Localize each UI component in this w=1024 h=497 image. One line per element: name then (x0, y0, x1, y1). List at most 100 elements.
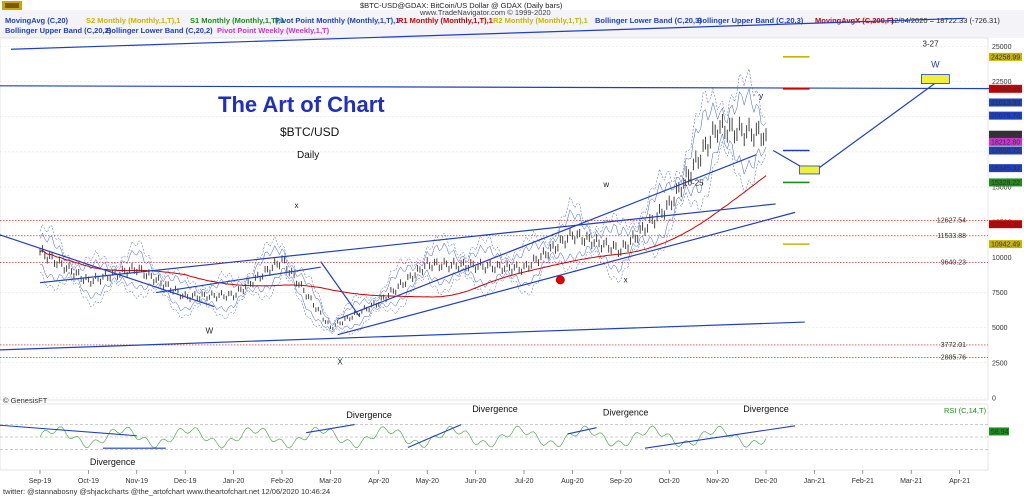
divergence-label: Divergence (743, 404, 789, 414)
x-tick-label: Mar-21 (900, 478, 922, 485)
price-labels: 24258.99 21986.45 21013.33 20079.73 18722.33… (989, 52, 1022, 249)
price-label-text: 21013.33 (991, 100, 1020, 107)
brand-symbol: $BTC/USD (280, 125, 340, 139)
brand-period: Daily (297, 150, 319, 161)
price-label-box (989, 137, 1022, 146)
y-tick-label: 15000 (992, 185, 1012, 192)
price-label-box (989, 130, 1022, 139)
x-tick-label: Nov-19 (126, 478, 149, 485)
y-tick-label: 2500 (992, 360, 1008, 367)
divergence-line (644, 425, 796, 449)
rsi-value-box (989, 427, 1009, 436)
x-tick-label: Sep-20 (610, 478, 633, 485)
legend: MovingAvg (C,20) S2 Monthly (Monthly,1,T)… (5, 16, 894, 35)
bollinger-upper (39, 87, 767, 326)
x-tick-label: Jan-21 (804, 478, 826, 485)
wave-label: 10-25 (683, 179, 704, 188)
target-box (921, 74, 950, 84)
x-tick-label: Aug-20 (561, 478, 584, 485)
x-tick-label: Feb-21 (852, 478, 874, 485)
wave-label: 3-27 (923, 39, 940, 48)
x-tick-label: Apr-21 (949, 478, 970, 485)
price-label-text: 16345.32 (991, 166, 1020, 173)
time-axis: Sep-19 Oct-19 Nov-19 Dec-19 Jan-20 Feb-20 Mar-… (29, 470, 970, 485)
projection-arrow (811, 82, 936, 174)
wave-label: y (759, 91, 763, 100)
x-tick-label: Jan-20 (223, 478, 245, 485)
x-tick-label: Apr-20 (368, 478, 389, 485)
wave-label: w (602, 180, 609, 189)
price-label-box (989, 240, 1022, 249)
divergence-line (306, 424, 355, 434)
price-label-box (989, 178, 1022, 187)
price-label-text: 12359.38 (991, 222, 1020, 229)
y-tick-label: 22500 (992, 79, 1012, 86)
x-tick-label: Nov-20 (706, 478, 729, 485)
marker-dot (555, 275, 565, 285)
wave-label: W (931, 60, 940, 70)
legend-entry: S1 Monthly (Monthly,1,T),1 (190, 16, 284, 25)
price-label-box (989, 111, 1022, 120)
price-label-text: 24258.99 (991, 54, 1020, 61)
divergence-label: Divergence (346, 410, 392, 420)
price-label-text: 17600.72 (991, 148, 1020, 155)
legend-entry: Bollinger Lower Band (C,20,3) (595, 16, 702, 25)
header-date-price: 12/04/2020 = 18722.33 (-726.31) (890, 16, 1000, 25)
divergence-line (407, 424, 462, 449)
y-tick-label: 7500 (992, 290, 1008, 297)
trendline (320, 261, 360, 317)
price-label-box (989, 146, 1022, 155)
reference-label: 9640.23 (941, 259, 966, 266)
price-label-text: 21986.45 (991, 86, 1020, 93)
price-label-text: 10942.49 (991, 242, 1020, 249)
genesis-credit: © GenesisFT (3, 396, 48, 405)
bollinger-upper (39, 68, 767, 325)
trendlines (0, 17, 1004, 351)
trendline (337, 154, 757, 320)
legend-entry: Bollinger Upper Band (C,20,3) (697, 16, 804, 25)
reference-label: 11533.88 (937, 233, 966, 240)
footer-credits: twitter: @stannabosny @shjackcharts @the… (3, 487, 330, 496)
x-tick-label: Sep-19 (29, 478, 52, 485)
divergence-line (567, 427, 597, 435)
x-tick-label: Mar-20 (319, 478, 341, 485)
reference-label: 3772.01 (941, 342, 966, 349)
y-tick-label: 25000 (992, 44, 1012, 51)
price-label-box (989, 220, 1022, 229)
legend-entry: R1 Monthly (Monthly,1,T),1 (398, 16, 493, 25)
price-label-text: 18212.80 (991, 139, 1020, 146)
price-label-box (989, 52, 1022, 61)
trendline (0, 321, 805, 351)
y-tick-label: 5000 (992, 325, 1008, 332)
legend-entry: Pivot Point Monthly (Monthly,1,T),1 (275, 16, 399, 25)
wave-label: x (295, 201, 299, 210)
y-tick-label: 10000 (992, 255, 1012, 262)
legend-entry: R2 Monthly (Monthly,1,T),1 (493, 16, 588, 25)
wave-label: W (206, 326, 214, 335)
x-tick-label: Feb-20 (271, 478, 293, 485)
x-tick-label: May-20 (416, 478, 439, 485)
price-label-text: 20079.73 (991, 113, 1020, 120)
divergence-line (0, 424, 137, 437)
price-plot-frame (0, 37, 989, 401)
x-tick-label: Jul-20 (514, 478, 533, 485)
price-label-box (989, 164, 1022, 173)
rsi-value-text: 58.94 (991, 429, 1009, 436)
x-tick-label: Oct-20 (659, 478, 680, 485)
reference-label: 2885.76 (941, 354, 966, 361)
legend-entry: MovingAvg (C,20) (5, 16, 69, 25)
price-label-box (989, 98, 1022, 107)
price-label-text: 15328.22 (991, 180, 1020, 187)
trendline (0, 85, 1004, 90)
wave-annotations: x W Xw x 10-25 y 3-27 W (206, 39, 941, 366)
legend-entry: MovingAvgX (C,200,F) (815, 16, 894, 25)
reference-label: 12627.54 (937, 217, 966, 224)
price-label-box (989, 84, 1022, 93)
legend-entry: Bollinger Lower Band (C,20,2) (106, 26, 213, 35)
rsi-line (39, 425, 767, 449)
legend-entry: S2 Monthly (Monthly,1,T),1 (86, 16, 180, 25)
wave-label: X (337, 357, 343, 366)
header-subtitle: www.TradeNavigator.com © 1999-2020 (419, 8, 551, 17)
reference-levels: 12627.54 11533.88 9640.23 3772.01 2885.76 (0, 217, 988, 361)
